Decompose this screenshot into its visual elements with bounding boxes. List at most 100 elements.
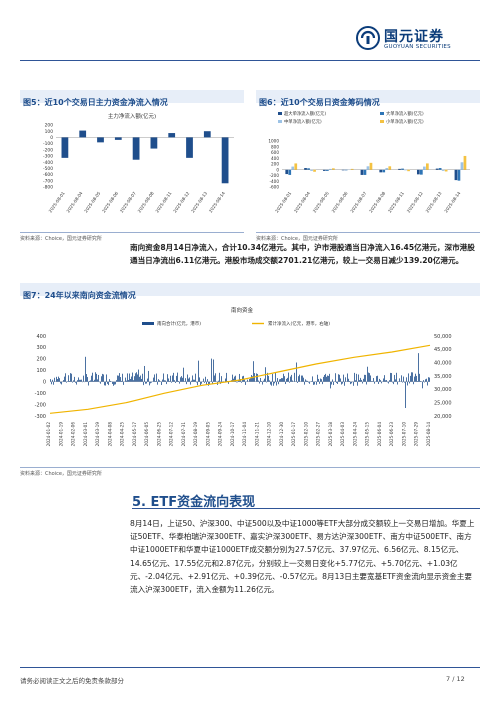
fig7-bar <box>60 381 61 384</box>
fig7-bar <box>323 376 324 382</box>
guoyuan-logo-icon <box>356 26 380 50</box>
fig6-source: 资料来源：Choice，国元证券研究所 <box>256 236 338 242</box>
fig7-bar <box>390 372 391 382</box>
fig7-bar <box>289 381 290 383</box>
fig7-ytick-left: -200 <box>35 402 46 408</box>
fig7-bar <box>374 381 375 384</box>
fig7-ytick-left: 300 <box>36 345 46 351</box>
fig7-bar <box>427 381 428 386</box>
fig7-bar <box>370 375 371 382</box>
fig7-bar <box>329 373 330 382</box>
fig7-bar <box>362 381 363 384</box>
fig7-bar <box>165 380 166 382</box>
fig7-bar <box>203 378 204 382</box>
fig7-bar <box>410 375 411 382</box>
fig7-bar <box>412 372 413 382</box>
legend-swatch-small <box>380 120 384 123</box>
fig7-bar <box>93 380 94 382</box>
fig7-bar <box>384 375 385 382</box>
fig7-bar <box>133 380 134 382</box>
fig6-xtick: 2025-08-11 <box>387 190 405 213</box>
fig7-bar <box>417 381 418 382</box>
fig7-bar <box>266 381 267 383</box>
fig6-xtick: 2025-08-08 <box>368 190 386 213</box>
fig7-bar <box>237 381 238 383</box>
fig7-bar <box>332 379 333 382</box>
fig7-ytick-right: 30,000 <box>434 387 452 393</box>
fig7-bar <box>176 375 177 382</box>
fig7-ytick-left: -300 <box>35 414 46 420</box>
fig6-bar <box>363 169 367 175</box>
fig5-source: 资料来源：Choice，国元证券研究所 <box>20 236 102 242</box>
fig7-bar <box>69 381 70 382</box>
fig7-bar <box>178 380 179 382</box>
fig7-bar <box>142 373 143 382</box>
fig7-bar <box>132 372 133 382</box>
fig7-bar <box>234 376 235 382</box>
fig7-bar <box>119 373 120 382</box>
fig7-bar <box>131 376 132 382</box>
fig7-bar <box>324 375 325 382</box>
fig7-bar <box>213 359 214 382</box>
fig7-bar <box>159 380 160 382</box>
fig7-legend-bar-swatch <box>142 322 154 325</box>
fig7-bar <box>102 373 103 382</box>
legend-medium: 中单净流入额(亿元) <box>284 118 322 125</box>
fig7-bar <box>197 381 198 386</box>
fig6-bar <box>454 169 458 181</box>
fig7-bar <box>135 373 136 382</box>
fig7-bar <box>94 379 95 382</box>
fig7-xtick: 2024-01-02 <box>46 422 51 447</box>
fig5-ytick: -500 <box>43 166 53 172</box>
fig5-ytick: -800 <box>43 185 53 191</box>
fig7-bar <box>299 374 300 382</box>
fig7-ytick-left: 0 <box>43 380 46 386</box>
fig5-ytick: 100 <box>45 129 54 135</box>
fig7-xtick: 2024-03-19 <box>95 422 100 447</box>
fig7-bar <box>59 378 60 382</box>
fig6-bar <box>460 162 464 170</box>
fig7-bar <box>301 375 302 382</box>
fig7-bar <box>261 381 262 382</box>
fig7-ytick-left: 200 <box>36 357 46 363</box>
fig7-bar <box>278 381 279 385</box>
fig7-bar <box>287 377 288 382</box>
fig5-ytick: -700 <box>43 178 53 184</box>
fig7-bar <box>365 374 366 382</box>
etf-paragraph: 8月14日，上证50、沪深300、中证500以及中证1000等ETF大部分成交额… <box>130 519 475 595</box>
fig7-bar <box>129 373 130 382</box>
fig7-bar <box>88 381 89 386</box>
fig7-bar <box>201 381 202 384</box>
fig5-bar <box>150 137 158 149</box>
fig7-bar <box>277 378 278 382</box>
fig7-bar <box>120 377 121 382</box>
fig6-bar <box>291 166 295 170</box>
fig7-bar <box>205 376 206 382</box>
fig7-bar <box>245 381 246 385</box>
fig7-bar <box>196 381 197 383</box>
fig7-bar <box>134 376 135 382</box>
fig7-xtick: 2024-05-17 <box>132 422 137 447</box>
header-rule <box>20 60 480 61</box>
fig7-bar <box>57 378 58 382</box>
fig6-bar <box>288 169 292 175</box>
fig7-bar <box>401 375 402 382</box>
fig6-xtick: 2025-08-06 <box>331 190 349 213</box>
fig7-bar <box>173 372 174 382</box>
fig6-bar <box>457 169 461 181</box>
fig7-bar <box>371 381 372 382</box>
fig7-bar <box>409 381 410 384</box>
fig7-bar <box>273 381 274 386</box>
fig7-bar <box>364 374 365 382</box>
fig7-xtick: 2025-07-10 <box>401 422 406 447</box>
fig6-ytick: 800 <box>271 144 279 149</box>
fig6-bar <box>304 168 307 170</box>
fig6-bar <box>441 169 445 171</box>
fig5-ytick: -300 <box>43 154 53 160</box>
legend-large: 大单净流入额(亿元) <box>386 110 424 117</box>
fig7-bar <box>163 373 164 382</box>
fig7-bar <box>195 373 196 382</box>
fig7-bar <box>312 376 313 382</box>
fig7-bar <box>320 378 321 382</box>
fig7-bar <box>286 378 287 382</box>
